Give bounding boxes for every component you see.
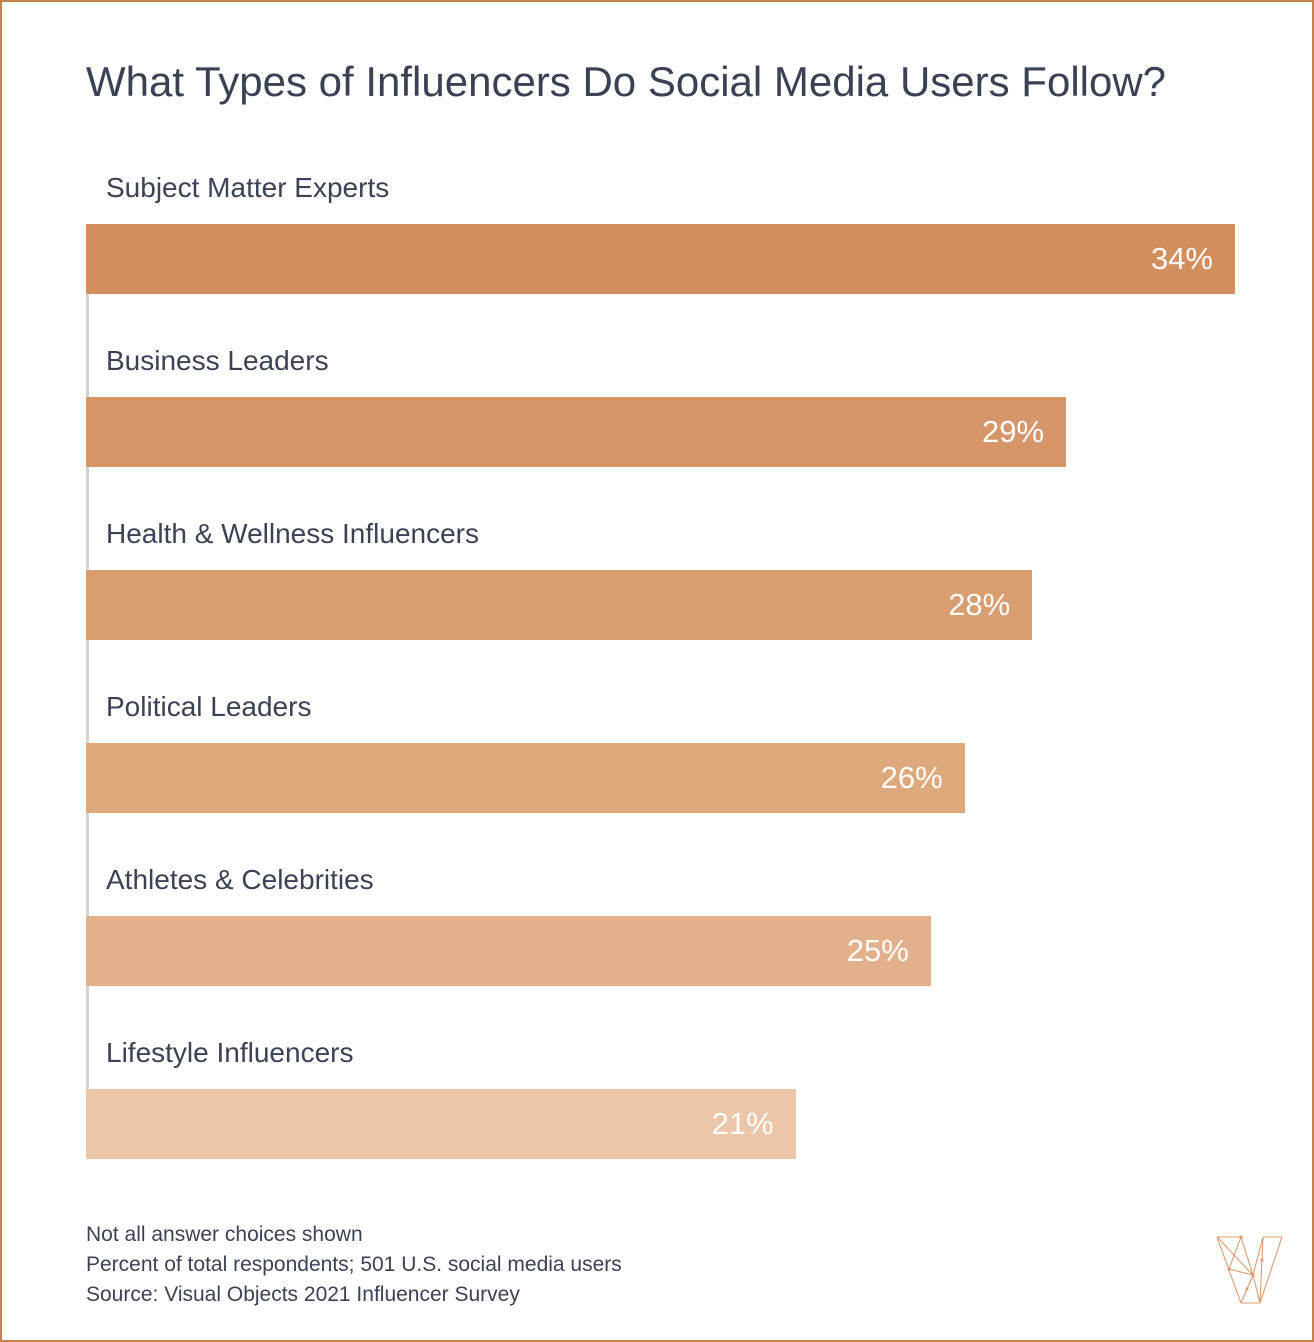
bar: 25% — [86, 916, 931, 986]
axis-line — [86, 224, 89, 1159]
bar-category-label: Subject Matter Experts — [106, 172, 390, 203]
bar-category-label: Athletes & Celebrities — [106, 864, 374, 895]
chart-row: Political Leaders 26% — [86, 689, 1235, 813]
bar-value-label: 26% — [880, 760, 943, 795]
bar-value-label: 28% — [948, 587, 1011, 622]
bar-category-label: Lifestyle Influencers — [106, 1037, 354, 1068]
bar-chart: Subject Matter Experts 34% Business Leader… — [86, 170, 1235, 1208]
bar-value-label: 21% — [711, 1106, 774, 1141]
bar: 29% — [86, 397, 1067, 467]
chart-row: Business Leaders 29% — [86, 343, 1235, 467]
chart-row: Subject Matter Experts 34% — [86, 170, 1235, 294]
page-title: What Types of Influencers Do Social Medi… — [86, 58, 1167, 105]
bar-category-label: Health & Wellness Influencers — [106, 518, 479, 549]
footer-note: Source: Visual Objects 2021 Influencer S… — [86, 1283, 520, 1306]
chart-row: Athletes & Celebrities 25% — [86, 862, 1235, 986]
visual-objects-logo — [1208, 1234, 1296, 1306]
footer-note: Percent of total respondents; 501 U.S. s… — [86, 1253, 622, 1276]
bar: 21% — [86, 1089, 796, 1159]
bar: 34% — [86, 224, 1235, 294]
bar-value-label: 34% — [1150, 241, 1213, 276]
bar: 26% — [86, 743, 965, 813]
footer-notes: Not all answer choices shown Percent of … — [86, 1220, 622, 1310]
chart-row: Health & Wellness Influencers 28% — [86, 516, 1235, 640]
bar-category-label: Political Leaders — [106, 691, 312, 722]
bar-category-label: Business Leaders — [106, 345, 329, 376]
bar-value-label: 29% — [981, 414, 1045, 449]
footer-note: Not all answer choices shown — [86, 1223, 363, 1246]
bar: 28% — [86, 570, 1033, 640]
chart-row: Lifestyle Influencers 21% — [86, 1035, 1235, 1159]
visual-objects-logo-icon — [1216, 1235, 1283, 1304]
bar-value-label: 25% — [846, 933, 909, 968]
